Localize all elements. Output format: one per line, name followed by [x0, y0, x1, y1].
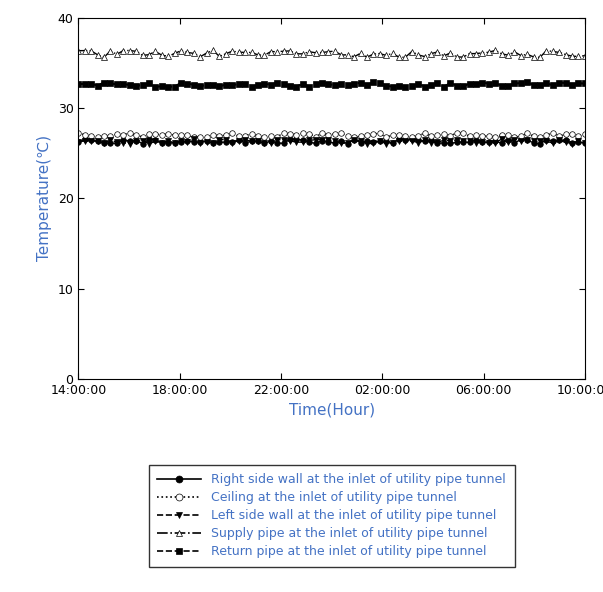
Legend: Right side wall at the inlet of utility pipe tunnel, Ceiling at the inlet of uti: Right side wall at the inlet of utility … [149, 465, 514, 567]
X-axis label: Time(Hour): Time(Hour) [289, 403, 374, 417]
Y-axis label: Temperature(℃): Temperature(℃) [37, 135, 52, 262]
